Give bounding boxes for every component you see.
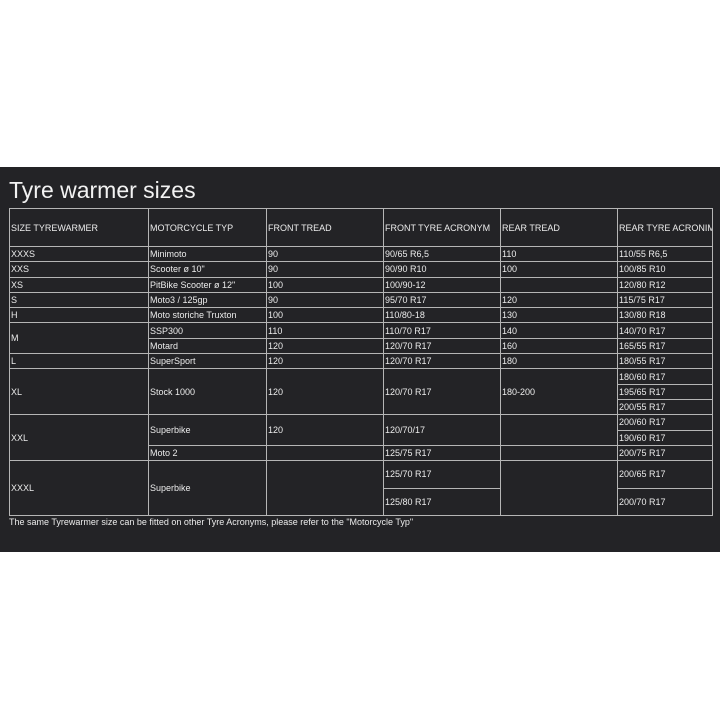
table-cell: 90 xyxy=(266,245,384,263)
table-row: 125/80 R17 200/70 R17 xyxy=(10,487,713,517)
header-cell: FRONT TREAD xyxy=(266,208,384,247)
table-cell: XXL xyxy=(9,414,149,462)
table-cell: 140 xyxy=(500,322,618,339)
table-cell: 110/70 R17 xyxy=(383,322,501,339)
table-row: XXXL Superbike 125/70 R17 200/65 R17 xyxy=(9,460,713,517)
table-cell: XL xyxy=(9,368,149,416)
table-cell: 120 xyxy=(266,368,384,416)
table-cell: Superbike xyxy=(148,414,267,446)
table-cell: 110 xyxy=(266,322,384,339)
table-row: XXXS Minimoto 90 90/65 R6,5 110 110/55 R6,5 xyxy=(9,245,713,263)
table-cell: 180/55 R17 xyxy=(617,353,713,370)
table-row: L SuperSport 120 120/70 R17 180 180/55 R17 xyxy=(9,353,713,370)
table-cell: S xyxy=(9,291,149,309)
table-cell: 190/60 R17 xyxy=(617,429,713,446)
table-cell: Scooter ø 10" xyxy=(148,261,267,278)
table-cell: 120 xyxy=(266,353,384,370)
table-cell xyxy=(266,444,384,462)
table-cell: 200/60 R17 xyxy=(617,414,713,431)
table-cell xyxy=(500,276,618,293)
table-cell: 90/90 R10 xyxy=(383,261,501,278)
table-cell: 120/70 R17 xyxy=(383,368,501,416)
table-row: M SSP300 110 110/70 R17 140 140/70 R17 xyxy=(9,322,713,355)
table-cell: H xyxy=(9,307,149,324)
table-cell: SSP300 xyxy=(148,322,267,339)
table-cell: 100 xyxy=(266,307,384,324)
table-cell: 120/80 R12 xyxy=(617,276,713,293)
table-cell: XXXL xyxy=(9,460,149,517)
table-row: XXS Scooter ø 10" 90 90/90 R10 100 100/85 R10 xyxy=(9,261,713,278)
table-row: XXL Superbike 120 120/70/17 200/60 R17 xyxy=(9,414,713,462)
table-cell: Minimoto xyxy=(148,245,267,263)
table-cell: XXXS xyxy=(9,245,149,263)
table-cell: Moto storiche Truxton xyxy=(148,307,267,324)
table-cell: 110/55 R6,5 xyxy=(617,245,713,263)
table-row: S Moto3 / 125gp 90 95/70 R17 120 115/75 R17 xyxy=(9,291,713,309)
table-cell: 120 xyxy=(266,414,384,446)
table-cell: 120/70 R17 xyxy=(383,353,501,370)
table-cell: 125/70 R17 xyxy=(383,460,501,489)
table-cell: 115/75 R17 xyxy=(617,291,713,309)
header-cell: REAR TYRE ACRONIM xyxy=(617,208,713,247)
table-cell: L xyxy=(9,353,149,370)
table-cell xyxy=(500,460,618,517)
table-cell: 110 xyxy=(500,245,618,263)
header-cell: REAR TREAD xyxy=(500,208,618,247)
table-cell: 200/55 R17 xyxy=(617,398,713,416)
table-cell: M xyxy=(9,322,149,355)
table-cell: Superbike xyxy=(148,460,267,517)
tyre-warmer-panel: Tyre warmer sizes SIZE TYREWARMER MOTORC… xyxy=(0,167,720,552)
header-cell: SIZE TYREWARMER xyxy=(9,208,149,247)
header-cell: FRONT TYRE ACRONYM xyxy=(383,208,501,247)
table-cell: SuperSport xyxy=(148,353,267,370)
table-cell xyxy=(266,460,384,517)
table-cell: Moto3 / 125gp xyxy=(148,291,267,309)
table-cell: Motard xyxy=(148,337,267,355)
table-cell: 180-200 xyxy=(500,368,618,416)
table-cell: 120/70 R17 xyxy=(383,337,501,355)
table-cell: 130/80 R18 xyxy=(617,307,713,324)
table-cell: 180 xyxy=(500,353,618,370)
table-cell: 195/65 R17 xyxy=(617,383,713,400)
size-table: SIZE TYREWARMER MOTORCYCLE TYP FRONT TRE… xyxy=(9,208,713,517)
table-cell: 120 xyxy=(500,291,618,309)
table-cell: 125/75 R17 xyxy=(383,444,501,462)
table-cell: Stock 1000 xyxy=(148,368,267,416)
header-cell: MOTORCYCLE TYP xyxy=(148,208,267,247)
table-cell: 200/75 R17 xyxy=(617,444,713,462)
table-cell: XS xyxy=(9,276,149,293)
page-title: Tyre warmer sizes xyxy=(9,177,196,203)
table-header-row: SIZE TYREWARMER MOTORCYCLE TYP FRONT TRE… xyxy=(9,208,713,247)
table-cell: 100/85 R10 xyxy=(617,261,713,278)
table-cell: 200/70 R17 xyxy=(617,487,713,517)
table-row: XL Stock 1000 120 120/70 R17 180-200 180… xyxy=(9,368,713,416)
table-cell: 125/80 R17 xyxy=(383,487,501,517)
table-cell xyxy=(500,414,618,446)
table-cell: 200/65 R17 xyxy=(617,460,713,489)
table-row: H Moto storiche Truxton 100 110/80-18 130 130… xyxy=(9,307,713,324)
table-cell: 120/70/17 xyxy=(383,414,501,446)
table-row: XS PitBike Scooter ø 12" 100 100/90-12 120/8… xyxy=(9,276,713,293)
table-cell: 100/90-12 xyxy=(383,276,501,293)
table-cell xyxy=(500,444,618,462)
table-cell: 90 xyxy=(266,291,384,309)
footnote: The same Tyrewarmer size can be fitted o… xyxy=(9,517,414,527)
table-cell: Moto 2 xyxy=(148,444,267,462)
table-cell: 140/70 R17 xyxy=(617,322,713,339)
table-cell: 90/65 R6,5 xyxy=(383,245,501,263)
table-cell: 120 xyxy=(266,337,384,355)
table-cell: 160 xyxy=(500,337,618,355)
table-cell: 100 xyxy=(500,261,618,278)
table-row: Motard 120 120/70 R17 160 165/55 R17 xyxy=(10,337,713,355)
table-cell: 180/60 R17 xyxy=(617,368,713,385)
table-cell: 95/70 R17 xyxy=(383,291,501,309)
table-cell: 165/55 R17 xyxy=(617,337,713,355)
table-cell: PitBike Scooter ø 12" xyxy=(148,276,267,293)
table-cell: 100 xyxy=(266,276,384,293)
table-cell: 110/80-18 xyxy=(383,307,501,324)
table-cell: 90 xyxy=(266,261,384,278)
table-cell: XXS xyxy=(9,261,149,278)
table-cell: 130 xyxy=(500,307,618,324)
table-row: Moto 2 125/75 R17 200/75 R17 xyxy=(10,444,713,462)
